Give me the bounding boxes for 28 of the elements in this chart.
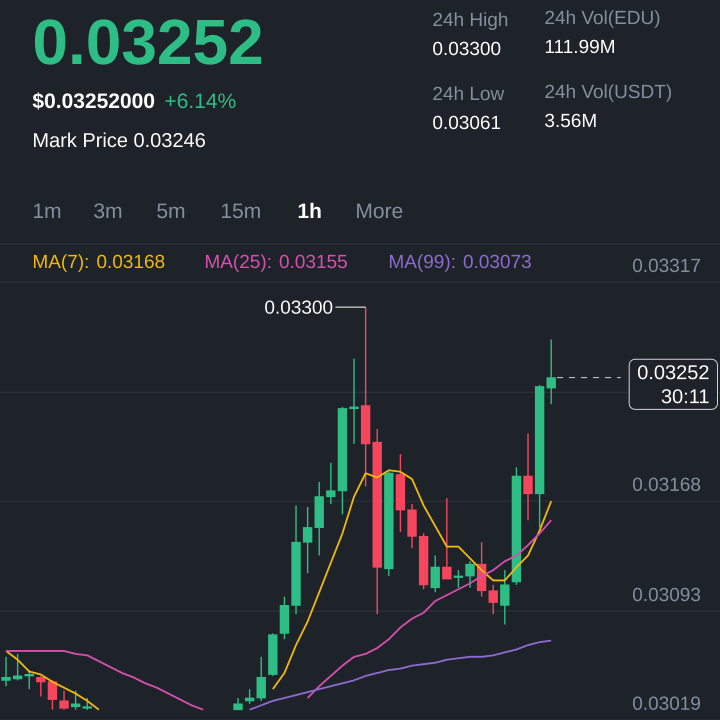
y-tick-label: 0.03317 (633, 258, 700, 272)
text: 15m (222, 204, 260, 218)
chart-subtitle: $0.03252000 (32, 92, 154, 110)
text: 24h Vol(USDT) (545, 84, 671, 102)
text: 24h Vol(EDU) (545, 10, 660, 28)
text: 0.03300 (433, 42, 500, 56)
text: +6.14% (165, 93, 236, 108)
text: 3m (94, 203, 122, 218)
text: 24h Low (433, 86, 504, 100)
text: 30:11 (662, 389, 709, 404)
text: 111.99M (546, 40, 614, 54)
text: 5m (157, 204, 184, 218)
text: 24h High (433, 12, 508, 30)
text: Mark Price 0.03246 (34, 132, 205, 148)
text: 1m (34, 204, 60, 218)
text: 0.03061 (433, 116, 500, 130)
text: MA(99): 0.03073 (390, 254, 531, 272)
text: More (357, 204, 402, 218)
y-tick-label: 0.03168 (633, 478, 700, 492)
y-tick-label: 0.03019 (633, 696, 700, 710)
annotation: 0.03300 (265, 300, 332, 314)
y-tick-label: 0.03093 (633, 588, 700, 602)
text: 3.56M (545, 114, 596, 128)
text: 1h (298, 202, 321, 218)
ref-line-label: 0.03252 (638, 365, 708, 380)
text: MA(25): 0.03155 (206, 254, 347, 272)
text: MA(7): 0.03168 (34, 254, 164, 272)
chart-title: 0.03252 (34, 19, 262, 65)
